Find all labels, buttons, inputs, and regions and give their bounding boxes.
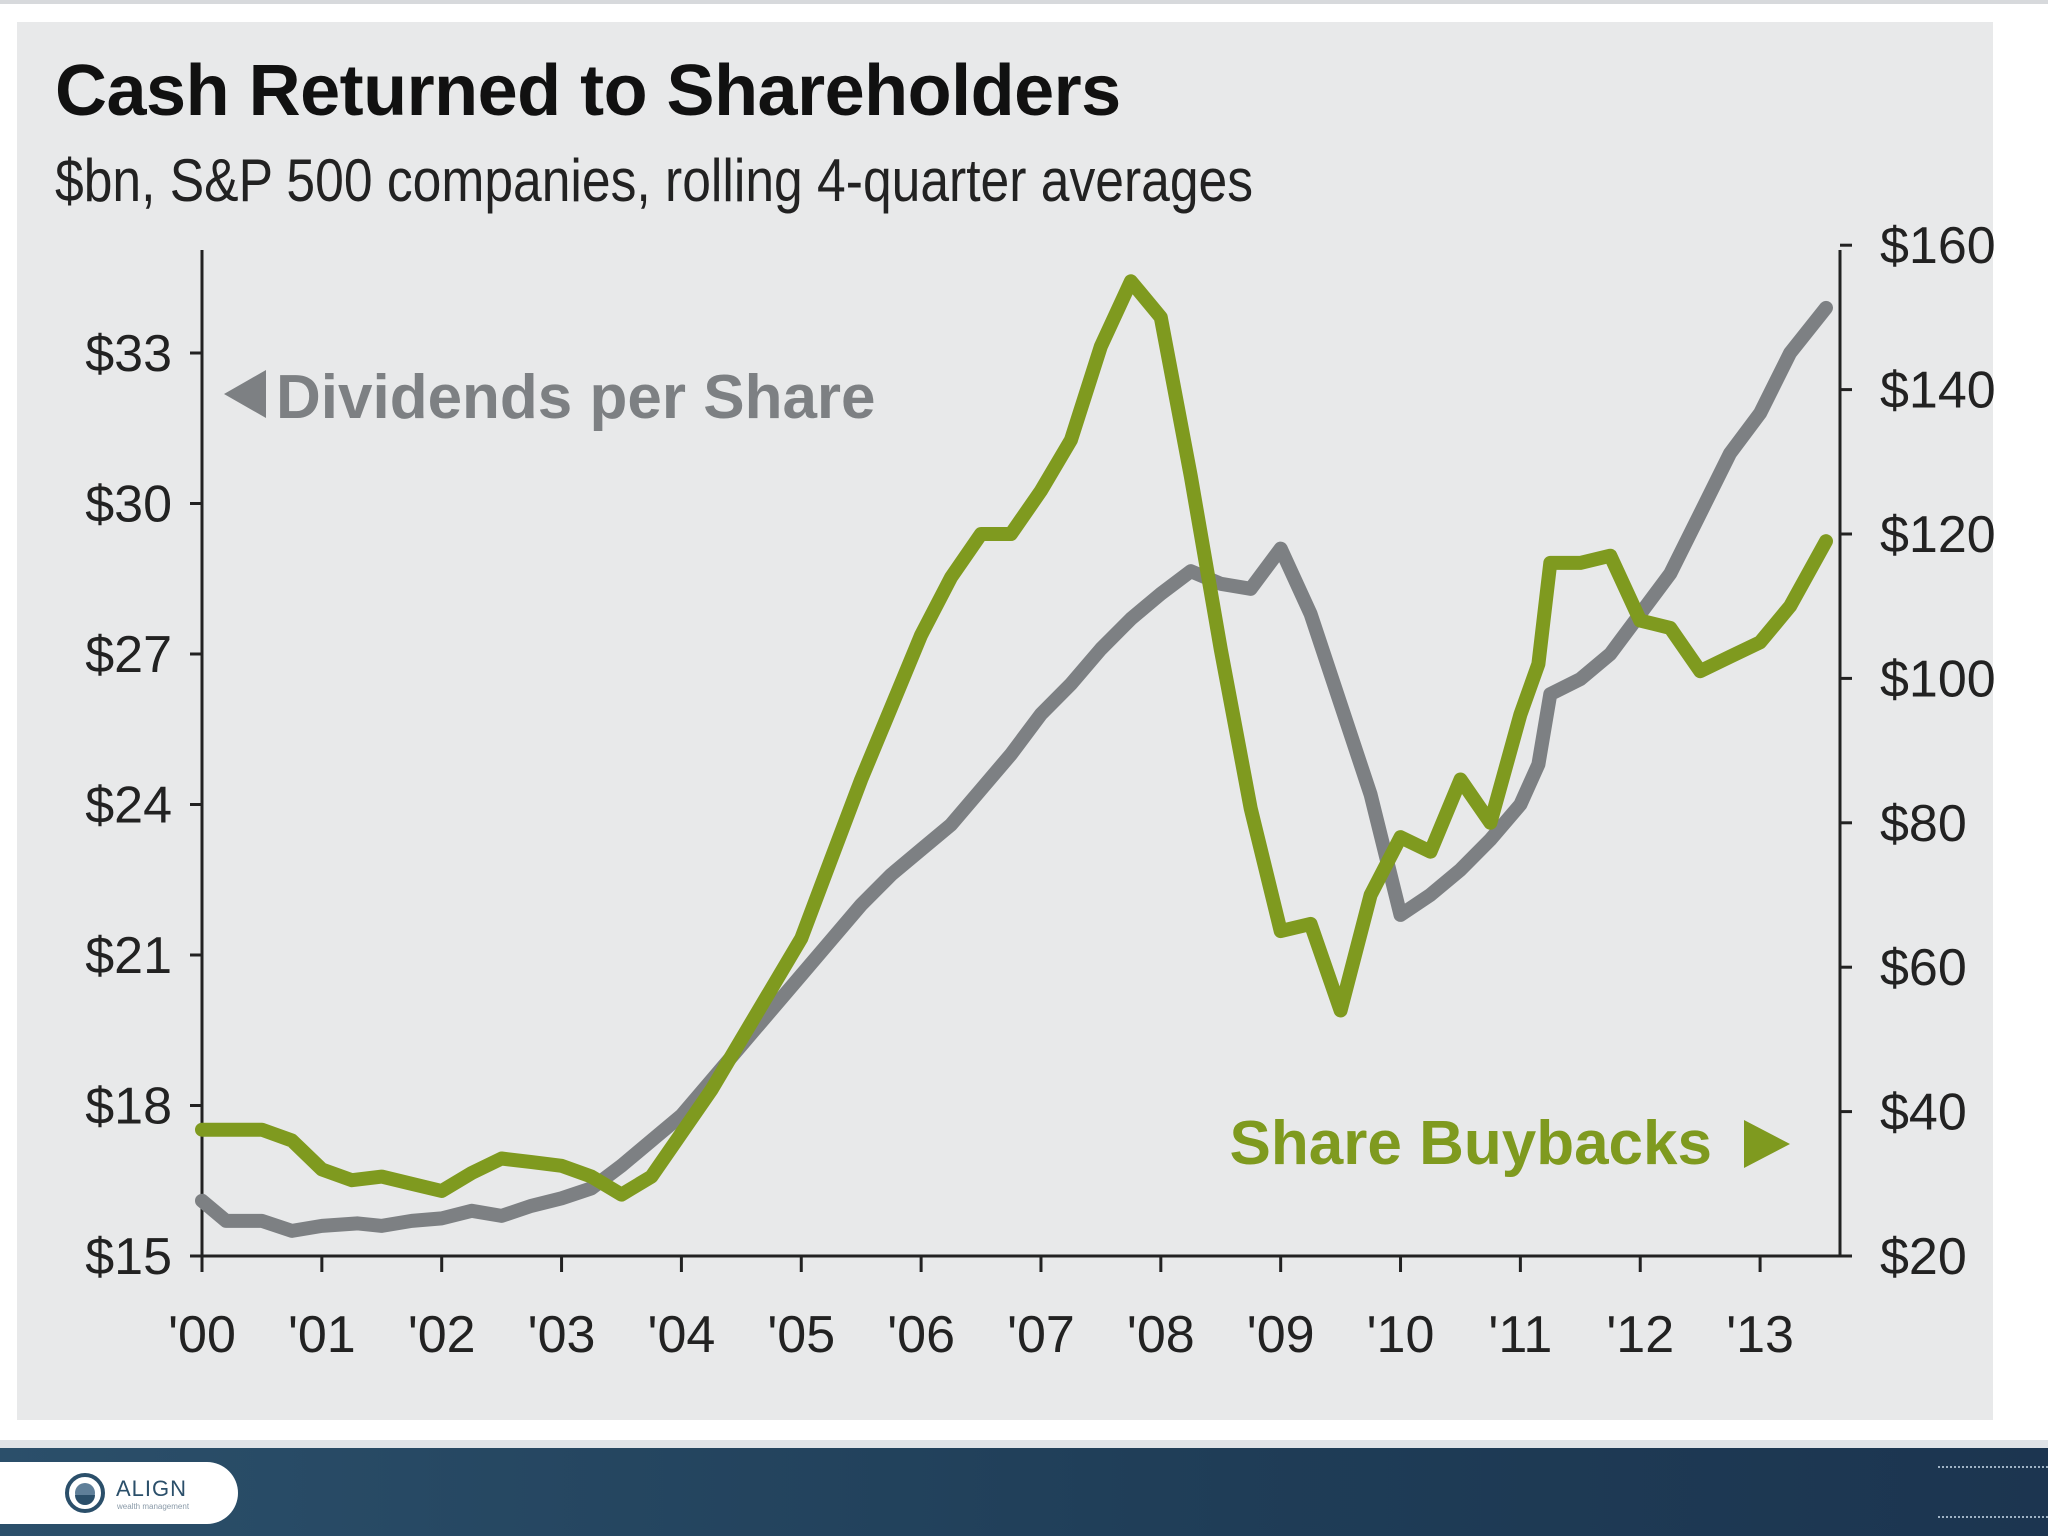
align-logo-icon <box>65 1473 105 1513</box>
dividends-series-line <box>195 300 1833 1238</box>
left-axis-tick-label: $18 <box>85 1078 172 1136</box>
x-axis-tick-label: '13 <box>1726 1306 1794 1364</box>
top-rule <box>0 0 2048 4</box>
dividends-annotation: Dividends per Share <box>276 363 876 432</box>
x-axis-tick-label: '02 <box>408 1306 476 1364</box>
dividends-arrow-icon <box>224 370 266 418</box>
chart-panel <box>17 22 1993 1420</box>
right-axis-tick-label: $160 <box>1880 217 1996 275</box>
footer-dots-top <box>1938 1466 2048 1468</box>
chart-svg: $15 $18 $21 $24 $27 $30 $33 $20 $40 $60 $80 $100 $12… <box>85 217 1995 1364</box>
chart-subtitle: $bn, S&P 500 companies, rolling 4-quarte… <box>55 147 1254 214</box>
axes-layer: $15 $18 $21 $24 $27 $30 $33 $20 $40 $60 $80 $100 $12… <box>85 217 1995 1364</box>
x-axis-tick-label: '12 <box>1606 1306 1674 1364</box>
left-axis-tick-label: $21 <box>85 927 172 985</box>
footer-dots-bottom <box>1938 1516 2048 1518</box>
x-axis-tick-label: '04 <box>648 1306 716 1364</box>
x-axis-tick-label: '03 <box>528 1306 596 1364</box>
x-axis-tick-label: '00 <box>168 1306 236 1364</box>
right-axis-tick-label: $60 <box>1880 939 1967 997</box>
right-axis-tick-label: $140 <box>1880 362 1996 420</box>
x-axis-tick-label: '10 <box>1367 1306 1435 1364</box>
right-axis-tick-label: $40 <box>1880 1084 1967 1142</box>
left-axis-tick-label: $30 <box>85 476 172 534</box>
buybacks-series-line <box>195 274 1833 1202</box>
footer-rule <box>0 1440 2048 1448</box>
x-axis-tick-label: '11 <box>1488 1306 1552 1364</box>
series-layer <box>195 274 1833 1238</box>
buybacks-arrow-icon <box>1744 1120 1790 1168</box>
left-axis-tick-label: $24 <box>85 777 172 835</box>
x-axis-tick-label: '06 <box>887 1306 955 1364</box>
right-axis-tick-label: $80 <box>1880 795 1967 853</box>
logo-pill <box>0 1462 238 1524</box>
x-axis-tick-label: '05 <box>767 1306 835 1364</box>
x-axis-tick-label: '09 <box>1247 1306 1315 1364</box>
x-axis-tick-label: '01 <box>288 1306 356 1364</box>
right-axis-tick-label: $100 <box>1880 650 1996 708</box>
logo-tagline: wealth management <box>117 1502 190 1511</box>
footer-bar <box>0 1448 2048 1536</box>
right-axis-tick-label: $120 <box>1880 506 1996 564</box>
x-axis-tick-label: '08 <box>1127 1306 1195 1364</box>
left-axis-tick-label: $27 <box>85 626 172 684</box>
logo-text: ALIGN <box>116 1476 188 1501</box>
annotation-layer: Dividends per Share Share Buybacks <box>224 363 1790 1178</box>
buybacks-annotation: Share Buybacks <box>1230 1109 1712 1178</box>
right-axis-tick-label: $20 <box>1880 1228 1967 1286</box>
left-axis-tick-label: $33 <box>85 325 172 383</box>
x-axis-tick-label: '07 <box>1007 1306 1075 1364</box>
left-axis-tick-label: $15 <box>85 1228 172 1286</box>
chart-title: Cash Returned to Shareholders <box>55 51 1121 131</box>
